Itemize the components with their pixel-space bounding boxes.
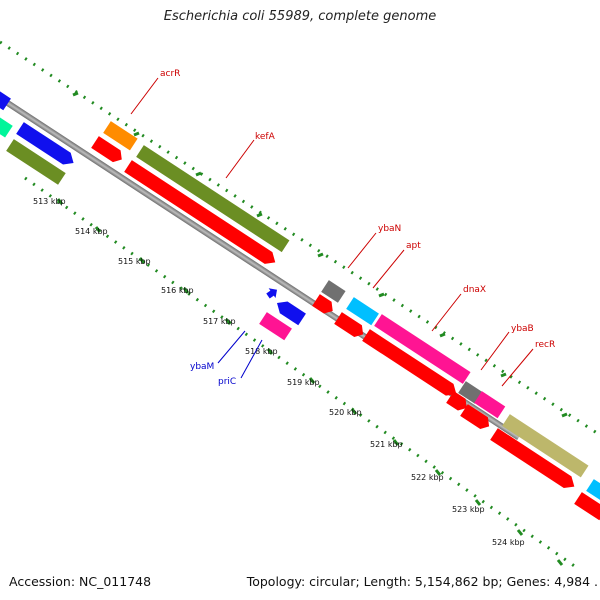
leader-ybaB [480, 331, 510, 371]
feature-khaki-cds[interactable] [490, 428, 578, 492]
tick-label-522: 522 kbp [411, 473, 444, 482]
genome-summary-text: Topology: circular; Length: 5,154,862 bp… [246, 574, 598, 589]
feature-acrR[interactable] [103, 121, 138, 151]
feature-ybaN-cds[interactable] [312, 294, 336, 317]
feature-right-cyan[interactable] [586, 479, 600, 502]
feature-left-blue[interactable] [16, 122, 77, 169]
feature-right-red[interactable] [574, 492, 600, 521]
feature-ybaM[interactable] [273, 297, 306, 326]
accession-text: Accession: NC_011748 [9, 574, 152, 589]
feature-left-teal[interactable] [0, 112, 13, 138]
leader-acrR [130, 77, 159, 115]
gene-label-kefA: kefA [255, 132, 276, 142]
tick-label-518: 518 kbp [245, 347, 278, 356]
feature-priC[interactable] [259, 312, 292, 341]
feature-left-olive[interactable] [6, 139, 66, 185]
tick-label-513: 513 kbp [33, 197, 66, 206]
map-title: Escherichia coli 55989, complete genome [163, 9, 437, 24]
tick-label-523: 523 kbp [452, 505, 485, 514]
tick-label-519: 519 kbp [287, 378, 320, 387]
tick-label-521: 521 kbp [370, 440, 403, 449]
feature-track [0, 82, 600, 521]
leader-ybaM [217, 330, 246, 364]
gene-label-ybaM: ybaM [190, 362, 214, 372]
gene-labels: acrR kefA ybaN apt dnaX ybaB recR ybaM p… [160, 69, 555, 387]
feature-kefA[interactable] [136, 145, 290, 253]
inner-major-ticks [56, 198, 564, 566]
feature-ybaN[interactable] [321, 280, 346, 303]
feature-recR-cds[interactable] [460, 404, 493, 432]
tick-labels: 513 kbp 514 kbp 515 kbp 516 kbp 517 kbp … [33, 197, 525, 547]
feature-recR[interactable] [474, 391, 506, 419]
feature-ybaB-cds[interactable] [446, 391, 470, 414]
tick-label-524: 524 kbp [492, 538, 525, 547]
feature-kefA-cds[interactable] [124, 160, 279, 268]
tick-label-516: 516 kbp [161, 286, 194, 295]
leader-dnaX [431, 293, 462, 332]
gene-label-priC: priC [218, 377, 236, 387]
gene-label-apt: apt [406, 241, 421, 251]
inner-dotted-ring [24, 176, 581, 572]
feature-ybaM-arrow[interactable] [265, 285, 281, 301]
feature-ybaB[interactable] [458, 381, 483, 404]
gene-label-recR: recR [535, 340, 555, 350]
feature-acrR-cds[interactable] [91, 136, 125, 165]
tick-label-515: 515 kbp [118, 257, 151, 266]
gene-label-ybaB: ybaB [511, 324, 534, 334]
leader-priC [240, 339, 263, 379]
gene-label-ybaN: ybaN [378, 224, 401, 234]
gene-label-acrR: acrR [160, 69, 180, 79]
gene-label-dnaX: dnaX [463, 285, 486, 295]
leader-apt [372, 249, 405, 289]
leader-ybaN [347, 232, 377, 269]
tick-label-514: 514 kbp [75, 227, 108, 236]
feature-dnaX-cds[interactable] [362, 329, 460, 400]
feature-khaki[interactable] [502, 414, 589, 478]
tick-label-517: 517 kbp [203, 317, 236, 326]
feature-apt-cds[interactable] [334, 312, 367, 340]
leader-recR [501, 348, 534, 387]
label-leaders [130, 77, 534, 387]
tick-label-520: 520 kbp [329, 408, 362, 417]
leader-kefA [225, 139, 255, 179]
feature-left-blue-top[interactable] [0, 82, 11, 111]
outer-major-ticks [72, 91, 568, 418]
feature-apt[interactable] [346, 297, 379, 326]
feature-dnaX[interactable] [374, 314, 471, 384]
